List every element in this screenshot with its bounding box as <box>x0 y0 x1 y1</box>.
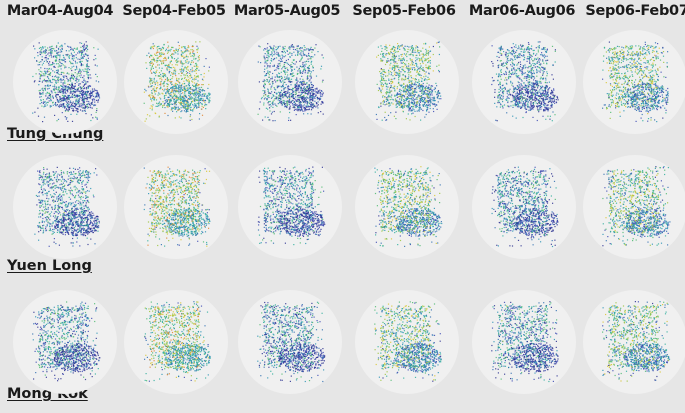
scatter-points <box>491 301 559 383</box>
scatter-disc <box>238 290 342 394</box>
column-header: Sep05-Feb06 <box>352 3 456 19</box>
scatter-points <box>602 301 671 382</box>
scatter-disc <box>13 155 117 259</box>
scatter-disc <box>124 30 228 134</box>
scatter-disc <box>355 290 459 394</box>
scatter-cell <box>352 152 462 262</box>
column-header: Sep04-Feb05 <box>122 3 226 19</box>
scatter-disc <box>583 290 685 394</box>
column-header: Mar06-Aug06 <box>468 3 576 19</box>
scatter-cell <box>469 152 579 262</box>
column-header: Mar05-Aug05 <box>233 3 341 19</box>
scatter-points <box>602 166 671 247</box>
scatter-cell <box>580 27 685 137</box>
column-header: Mar04-Aug04 <box>6 3 114 19</box>
scatter-points <box>602 41 669 123</box>
scatter-cell <box>580 287 685 397</box>
scatter-disc <box>583 155 685 259</box>
scatter-cell <box>10 152 120 262</box>
scatter-cell <box>121 152 231 262</box>
scatter-cell <box>352 27 462 137</box>
scatter-cell <box>235 27 345 137</box>
scatter-points <box>374 166 443 247</box>
scatter-cell <box>10 27 120 137</box>
scatter-points <box>257 166 326 246</box>
column-header: Sep06-Feb07 <box>585 3 685 19</box>
scatter-disc <box>124 155 228 259</box>
scatter-disc <box>124 290 228 394</box>
scatter-points <box>32 301 101 382</box>
scatter-disc <box>472 290 576 394</box>
row-label: Yuen Long <box>7 258 92 274</box>
scatter-disc <box>13 30 117 134</box>
scatter-cell <box>121 27 231 137</box>
scatter-points <box>34 166 100 247</box>
scatter-cell <box>469 287 579 397</box>
scatter-points <box>491 41 559 122</box>
scatter-points <box>143 41 211 122</box>
scatter-points <box>32 41 101 123</box>
scatter-cell <box>10 287 120 397</box>
scatter-disc <box>472 30 576 134</box>
scatter-points <box>257 301 326 383</box>
scatter-cell <box>469 27 579 137</box>
scatter-points <box>144 301 211 382</box>
scatter-cell <box>121 287 231 397</box>
scatter-points <box>374 301 442 382</box>
scatter-disc <box>355 30 459 134</box>
scatter-disc <box>13 290 117 394</box>
scatter-disc <box>472 155 576 259</box>
scatter-cell <box>235 287 345 397</box>
scatter-points <box>491 166 559 248</box>
scatter-cell <box>580 152 685 262</box>
scatter-points <box>143 166 211 247</box>
scatter-cell <box>235 152 345 262</box>
scatter-points <box>257 43 324 122</box>
scatter-points <box>375 41 442 121</box>
scatter-cell <box>352 287 462 397</box>
